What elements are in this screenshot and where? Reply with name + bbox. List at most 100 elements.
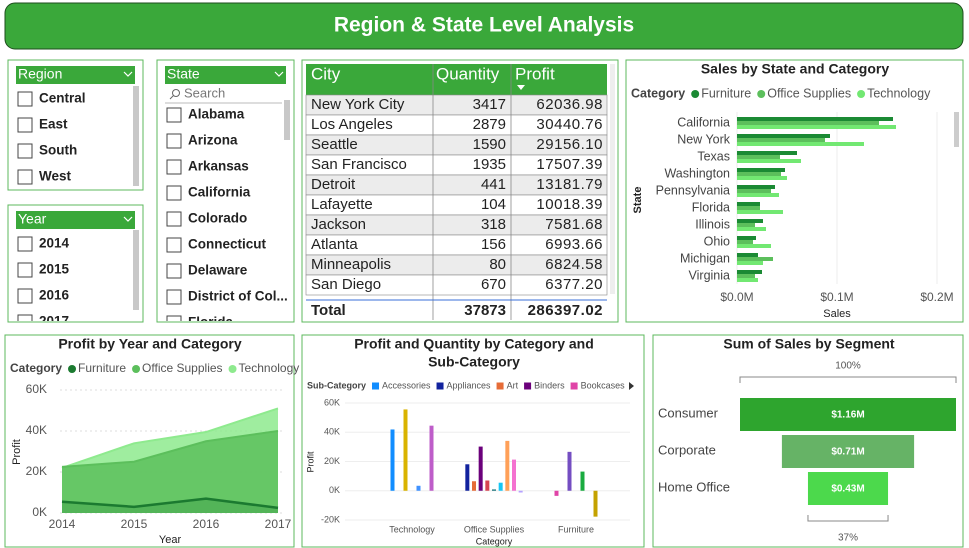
scrollbar[interactable] bbox=[954, 112, 959, 147]
column-header[interactable]: Profit bbox=[515, 64, 555, 83]
bar[interactable] bbox=[737, 253, 758, 257]
bar[interactable] bbox=[737, 117, 893, 121]
checkbox[interactable] bbox=[17, 314, 33, 329]
bar[interactable] bbox=[737, 159, 801, 163]
bar[interactable] bbox=[737, 142, 864, 146]
slicer-header[interactable] bbox=[165, 66, 286, 84]
slicer-item[interactable]: 2017 bbox=[39, 314, 69, 329]
bar[interactable] bbox=[737, 155, 780, 159]
legend-label[interactable]: Art bbox=[507, 380, 519, 390]
slicer-item[interactable]: California bbox=[188, 185, 251, 200]
bar[interactable] bbox=[737, 244, 771, 248]
bar[interactable] bbox=[737, 125, 896, 129]
checkbox[interactable] bbox=[17, 169, 33, 185]
legend-label[interactable]: Binders bbox=[534, 380, 565, 390]
checkbox[interactable] bbox=[17, 91, 33, 107]
bar[interactable] bbox=[737, 168, 785, 172]
slicer-item[interactable]: District of Col... bbox=[188, 289, 288, 304]
bar[interactable] bbox=[737, 223, 755, 227]
legend-label[interactable]: Bookcases bbox=[581, 380, 626, 390]
slicer-item[interactable]: Delaware bbox=[188, 263, 248, 278]
funnel-bar[interactable] bbox=[807, 472, 889, 505]
slicer-item[interactable]: 2016 bbox=[39, 288, 70, 303]
checkbox[interactable] bbox=[17, 117, 33, 133]
slicer-item[interactable]: Alabama bbox=[188, 107, 245, 122]
bar[interactable] bbox=[472, 481, 476, 491]
bar[interactable] bbox=[505, 440, 510, 491]
bar[interactable] bbox=[737, 210, 783, 214]
checkbox[interactable] bbox=[166, 289, 182, 305]
funnel-bar[interactable] bbox=[740, 398, 956, 431]
bar[interactable] bbox=[737, 219, 763, 223]
bar[interactable] bbox=[492, 489, 496, 491]
bar[interactable] bbox=[593, 490, 598, 517]
slicer-item[interactable]: East bbox=[39, 117, 68, 132]
bar[interactable] bbox=[498, 482, 503, 491]
checkbox[interactable] bbox=[17, 236, 33, 252]
checkbox[interactable] bbox=[17, 143, 33, 159]
bar[interactable] bbox=[737, 185, 775, 189]
bar[interactable] bbox=[737, 257, 773, 261]
bar[interactable] bbox=[737, 278, 758, 282]
bar[interactable] bbox=[737, 274, 755, 278]
bar[interactable] bbox=[512, 459, 516, 491]
bar[interactable] bbox=[580, 471, 585, 491]
bar[interactable] bbox=[737, 261, 763, 265]
column-header[interactable]: City bbox=[311, 64, 341, 83]
slicer-item[interactable]: Central bbox=[39, 91, 86, 106]
checkbox[interactable] bbox=[166, 133, 182, 149]
area[interactable] bbox=[62, 431, 278, 513]
column-header[interactable]: Quantity bbox=[436, 64, 500, 83]
legend-label[interactable]: Office Supplies bbox=[142, 361, 223, 375]
bar[interactable] bbox=[478, 446, 483, 491]
bar[interactable] bbox=[737, 193, 779, 197]
bar[interactable] bbox=[737, 270, 762, 274]
bar[interactable] bbox=[485, 480, 490, 491]
scrollbar[interactable] bbox=[610, 64, 615, 294]
slicer-item[interactable]: Colorado bbox=[188, 211, 247, 226]
slicer-item[interactable]: Arkansas bbox=[188, 159, 249, 174]
scrollbar[interactable] bbox=[133, 86, 139, 186]
scrollbar[interactable] bbox=[133, 230, 139, 310]
bar[interactable] bbox=[554, 490, 559, 496]
legend-label[interactable]: Accessories bbox=[382, 380, 431, 390]
slicer-item[interactable]: Arizona bbox=[188, 133, 238, 148]
checkbox[interactable] bbox=[166, 263, 182, 279]
bar[interactable] bbox=[737, 134, 830, 138]
bar[interactable] bbox=[737, 227, 766, 231]
bar[interactable] bbox=[737, 202, 760, 206]
checkbox[interactable] bbox=[166, 107, 182, 123]
slicer-item[interactable]: West bbox=[39, 169, 72, 184]
bar[interactable] bbox=[390, 429, 395, 491]
legend-label[interactable]: Technology bbox=[239, 361, 300, 375]
checkbox[interactable] bbox=[166, 315, 182, 330]
checkbox[interactable] bbox=[166, 237, 182, 253]
legend-label[interactable]: Office Supplies bbox=[767, 86, 851, 100]
bar[interactable] bbox=[737, 240, 753, 244]
legend-label[interactable]: Technology bbox=[867, 86, 931, 100]
bar[interactable] bbox=[737, 138, 825, 142]
bar[interactable] bbox=[403, 409, 408, 491]
legend-label[interactable]: Appliances bbox=[447, 380, 492, 390]
bar[interactable] bbox=[429, 425, 434, 491]
slicer-item[interactable]: 2014 bbox=[39, 236, 70, 251]
bar[interactable] bbox=[737, 206, 760, 210]
bar[interactable] bbox=[737, 176, 787, 180]
area[interactable] bbox=[62, 498, 278, 513]
checkbox[interactable] bbox=[166, 211, 182, 227]
slicer-item[interactable]: Connecticut bbox=[188, 237, 267, 252]
slicer-item[interactable]: 2015 bbox=[39, 262, 70, 277]
legend-scroll-arrow[interactable] bbox=[629, 382, 634, 390]
bar[interactable] bbox=[518, 490, 523, 493]
bar[interactable] bbox=[737, 121, 879, 125]
checkbox[interactable] bbox=[166, 185, 182, 201]
checkbox[interactable] bbox=[17, 288, 33, 304]
slicer-header[interactable] bbox=[16, 211, 135, 229]
checkbox[interactable] bbox=[17, 262, 33, 278]
funnel-bar[interactable] bbox=[781, 435, 915, 468]
search-box[interactable]: Search bbox=[184, 85, 225, 100]
slicer-item[interactable]: Florida bbox=[188, 315, 233, 330]
bar[interactable] bbox=[567, 451, 572, 491]
bar[interactable] bbox=[737, 151, 797, 155]
legend-label[interactable]: Furniture bbox=[701, 86, 751, 100]
